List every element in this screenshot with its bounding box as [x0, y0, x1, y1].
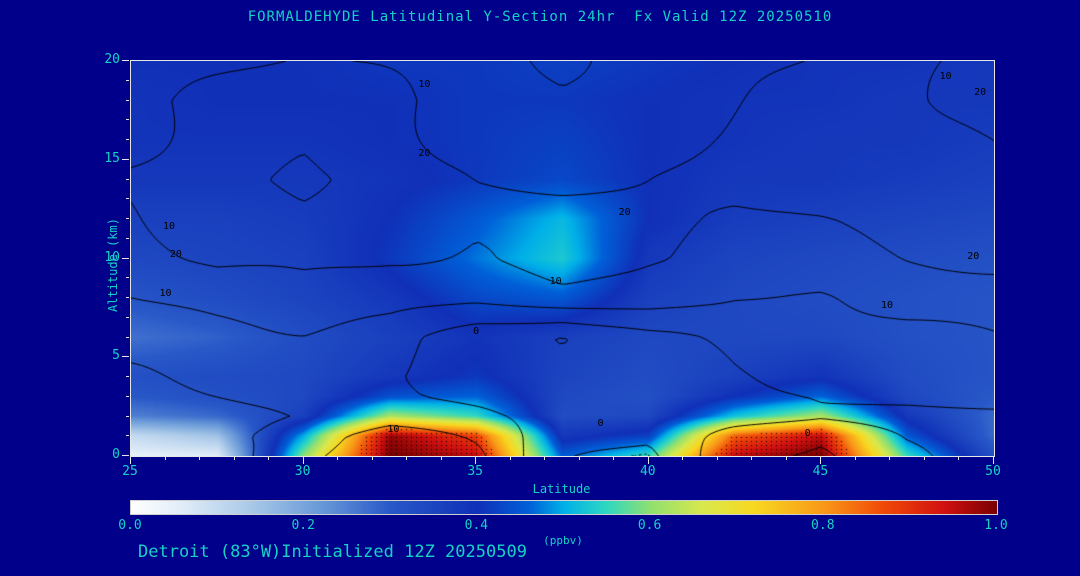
axis-tick-mark [371, 457, 373, 460]
axis-tick-mark [613, 457, 615, 460]
colorbar-tick-label: 1.0 [984, 518, 1008, 533]
axis-tick-mark [126, 435, 129, 437]
heatmap-canvas [131, 61, 994, 456]
axis-tick-mark [199, 457, 201, 460]
axis-tick-mark [302, 457, 304, 464]
axis-tick-mark [440, 457, 442, 460]
axis-tick-mark [406, 457, 408, 460]
axis-tick-mark [682, 457, 684, 460]
colorbar-unit-label: (ppbv) [543, 534, 583, 547]
axis-tick-mark [126, 198, 129, 200]
axis-tick-mark [509, 457, 511, 460]
axis-tick-mark [578, 457, 580, 460]
axis-tick-mark [126, 218, 129, 219]
axis-tick-mark [751, 457, 753, 460]
axis-tick-mark [122, 60, 129, 61]
x-tick-label: 50 [985, 464, 1001, 479]
axis-tick-mark [126, 336, 129, 338]
y-tick-label: 5 [112, 348, 120, 364]
axis-tick-mark [126, 139, 129, 140]
axis-tick-mark [854, 457, 856, 460]
axis-tick-mark [126, 237, 129, 239]
axis-tick-mark [122, 356, 129, 358]
axis-tick-mark [126, 395, 129, 397]
axis-tick-mark [716, 457, 718, 460]
x-tick-label: 45 [812, 464, 829, 479]
axis-tick-mark [122, 257, 129, 259]
colorbar-tick-label: 0.2 [291, 518, 315, 533]
axis-tick-mark [993, 457, 994, 464]
colorbar-tick-label: 0.0 [118, 518, 142, 533]
y-tick-label: 0 [112, 447, 120, 462]
axis-tick-mark [122, 455, 129, 456]
chart-title: FORMALDEHYDE Latitudinal Y-Section 24hr … [247, 9, 833, 25]
axis-tick-mark [126, 376, 129, 377]
colorbar-tick-label: 0.6 [637, 518, 662, 533]
colorbar [130, 500, 998, 515]
x-tick-label: 30 [294, 464, 311, 479]
axis-tick-mark [958, 457, 960, 460]
axis-tick-mark [923, 457, 925, 460]
axis-tick-mark [820, 457, 822, 464]
axis-tick-mark [337, 457, 339, 460]
axis-tick-mark [126, 178, 129, 180]
axis-tick-mark [647, 457, 649, 464]
axis-tick-mark [785, 457, 787, 460]
x-axis-label: Latitude [532, 482, 591, 496]
plot-area: 10 20 10 20 10 20 10 0 10 0 0 10 10 20 20 [130, 60, 995, 457]
y-axis-label: Altitude (km) [106, 218, 120, 312]
axis-tick-mark [126, 99, 129, 101]
axis-tick-mark [126, 415, 129, 417]
axis-tick-mark [126, 119, 129, 121]
axis-tick-mark [889, 457, 891, 460]
axis-tick-mark [233, 457, 235, 460]
x-tick-label: 40 [639, 464, 656, 479]
y-tick-label: 10 [104, 249, 120, 265]
axis-tick-mark [130, 457, 131, 464]
axis-tick-mark [122, 158, 129, 160]
axis-tick-mark [126, 316, 129, 318]
axis-tick-mark [544, 457, 546, 460]
axis-tick-mark [164, 457, 166, 460]
axis-tick-mark [126, 297, 129, 298]
axis-tick-mark [126, 277, 129, 279]
colorbar-tick-label: 0.8 [811, 518, 835, 533]
y-tick-label: 20 [104, 52, 120, 67]
y-tick-label: 15 [104, 150, 120, 166]
axis-tick-mark [126, 79, 129, 81]
axis-tick-mark [268, 457, 270, 460]
colorbar-tick-label: 0.4 [464, 518, 489, 533]
axis-tick-mark [475, 457, 477, 464]
x-tick-label: 25 [122, 464, 138, 479]
footer-caption: Detroit (83°W)Initialized 12Z 20250509 [138, 542, 527, 562]
x-tick-label: 35 [467, 464, 484, 479]
